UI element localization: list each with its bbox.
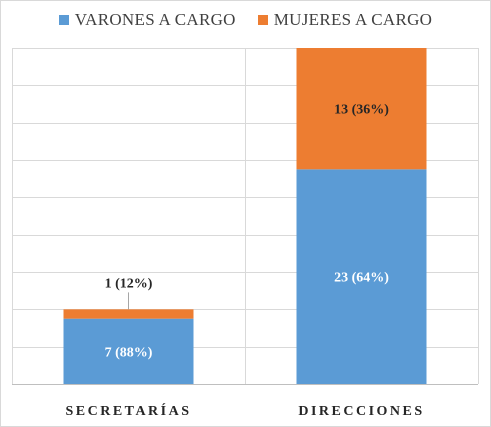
category-label-1: SECRETARÍAS <box>65 402 191 419</box>
legend-swatch-varones <box>58 15 69 25</box>
category-label-2: DIRECCIONES <box>298 404 424 419</box>
legend-label-varones: VARONES A CARGO <box>74 10 236 29</box>
legend-item-varones: VARONES A CARGO <box>58 10 236 30</box>
legend-label-mujeres: MUJERES A CARGO <box>273 10 433 29</box>
bar-mujeres-1 <box>63 309 194 319</box>
legend-swatch-mujeres <box>257 15 268 25</box>
bar-varones-1 <box>63 318 194 384</box>
bar-varones-2 <box>296 169 427 384</box>
data-label-varones-1: 7 (88%) <box>105 345 153 360</box>
data-label-varones-2: 23 (64%) <box>334 271 389 286</box>
legend: VARONES A CARGO MUJERES A CARGO <box>0 8 491 32</box>
bar-mujeres-2 <box>296 48 427 170</box>
data-label-mujeres-2: 13 (36%) <box>334 103 389 118</box>
legend-item-mujeres: MUJERES A CARGO <box>257 10 433 30</box>
data-label-mujeres-1: 1 (12%) <box>105 276 153 291</box>
